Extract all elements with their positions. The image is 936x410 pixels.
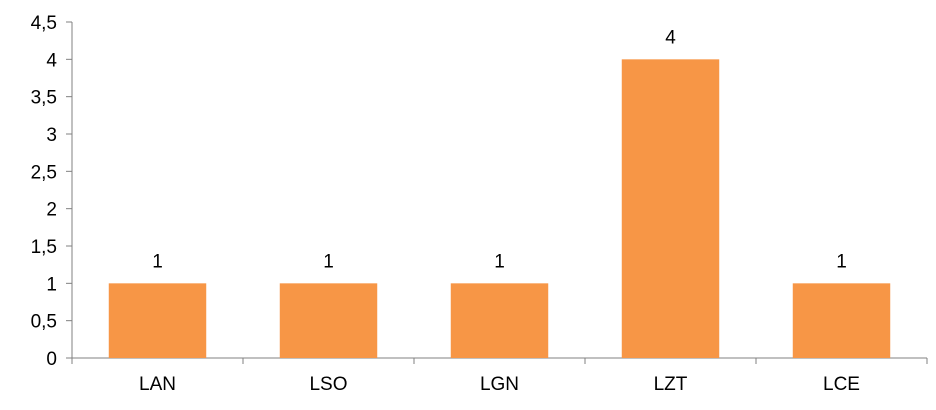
data-label: 1: [836, 251, 847, 272]
x-category-label: LGN: [480, 374, 519, 395]
y-tick-label: 4,5: [31, 13, 57, 34]
x-category-label: LSO: [309, 374, 347, 395]
x-category-label: LAN: [139, 374, 176, 395]
data-label: 1: [323, 251, 334, 272]
x-category-label: LCE: [823, 374, 860, 395]
x-category-label: LZT: [654, 374, 688, 395]
bar-lzt: [621, 59, 720, 358]
bars: [108, 59, 891, 358]
bar-lso: [279, 283, 378, 358]
data-label: 4: [665, 27, 676, 48]
x-axis: LAN LSO LGN LZT LCE: [71, 357, 928, 395]
bar-lce: [792, 283, 891, 358]
y-tick-label: 3: [46, 125, 57, 146]
y-tick-label: 2,5: [31, 162, 57, 183]
y-tick-label: 4: [46, 50, 57, 71]
y-tick-label: 2: [46, 200, 57, 221]
y-tick-label: 3,5: [31, 88, 57, 109]
data-label: 1: [494, 251, 505, 272]
y-tick-label: 0: [46, 349, 57, 370]
y-tick-label: 1,5: [31, 237, 57, 258]
data-labels: 1 1 1 4 1: [152, 27, 847, 272]
bar-lgn: [450, 283, 549, 358]
y-tick-label: 1: [46, 274, 57, 295]
y-axis: 0 0,5 1 1,5 2 2,5 3 3,5 4 4,5: [31, 13, 73, 370]
bar-lan: [108, 283, 207, 358]
data-label: 1: [152, 251, 163, 272]
y-tick-label: 0,5: [31, 312, 57, 333]
